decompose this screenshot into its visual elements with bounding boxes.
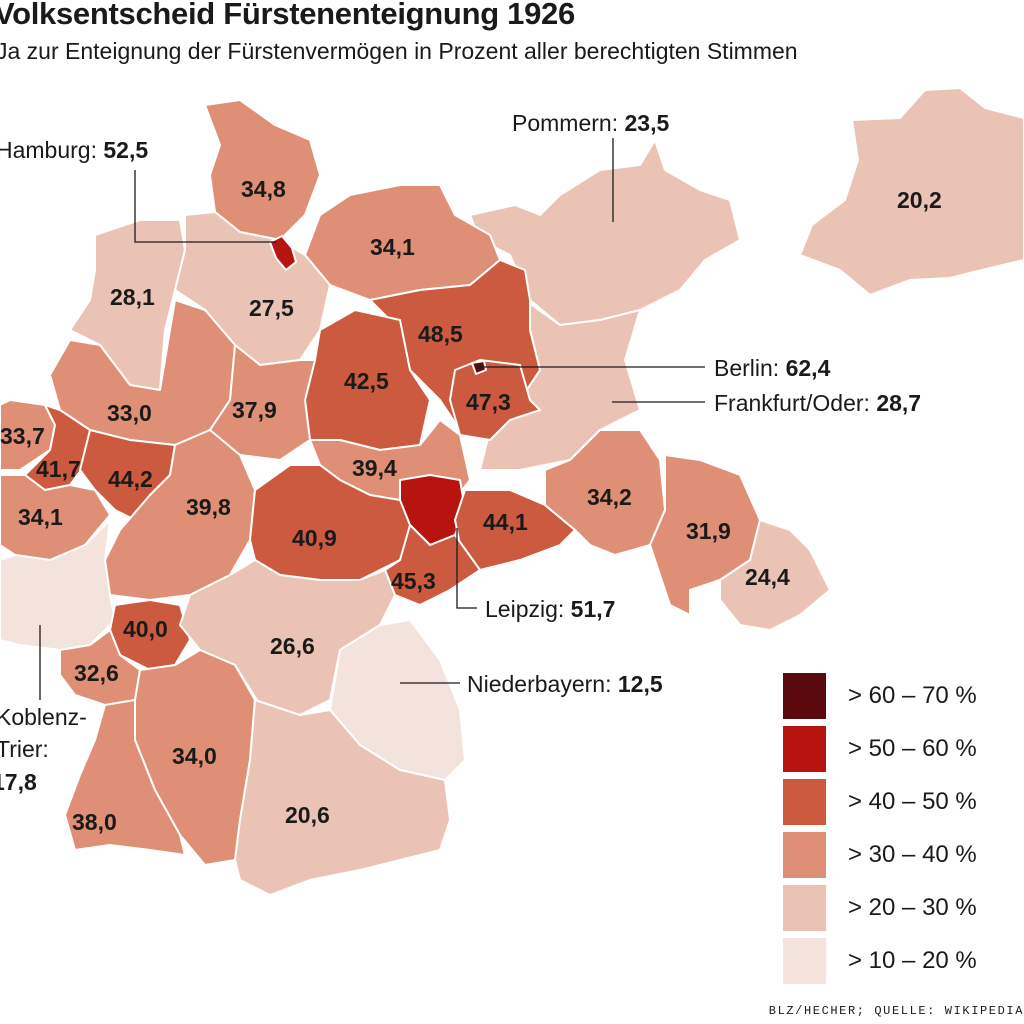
value-koeln-aachen: 34,1 [18,504,63,530]
callout-niederbayern-value: 12,5 [618,671,663,697]
legend-item: > 40 – 50 % [783,775,977,828]
callout-frankfurt: Frankfurt/Oder: 28,7 [714,390,921,416]
region-frankfurt-potsdam[interactable] [449,359,541,441]
legend-label: > 60 – 70 % [848,681,977,709]
value-thueringen: 40,9 [292,525,337,551]
value-oberbayern: 20,6 [285,802,330,828]
region-ostpreussen[interactable] [799,87,1024,296]
region-value-labels: 34,8 34,1 20,2 28,1 27,5 48,5 42,5 47,3 … [0,176,942,835]
map-title: Volksentscheid Fürstenenteignung 1926 [0,0,575,31]
value-ostpreussen: 20,2 [897,187,942,213]
callout-koblenz-value: 17,8 [0,769,37,795]
value-hannover-ost: 27,5 [249,295,294,321]
legend: > 60 – 70 % > 50 – 60 % > 40 – 50 % > 30… [783,669,977,987]
value-hannover-sued: 37,9 [232,397,277,423]
callout-koblenz-line1: Koblenz- [0,704,87,730]
region-oppeln[interactable] [719,519,831,631]
legend-swatch [783,778,826,825]
legend-item: > 50 – 60 % [783,722,977,775]
callout-leipzig-value: 51,7 [571,596,616,622]
region-hessen-nassau[interactable] [104,429,256,601]
callout-koblenz-line2: Trier: [0,736,49,762]
callout-frankfurt-value: 28,7 [876,390,921,416]
value-baden: 38,0 [72,809,117,835]
callout-berlin-name: Berlin: [714,355,786,381]
value-mecklenburg: 34,1 [370,234,415,260]
legend-swatch [783,672,826,719]
value-westfalen-sued: 44,2 [108,466,153,492]
legend-swatch [783,725,826,772]
callout-niederbayern-name: Niederbayern: [467,671,618,697]
value-potsdam: 48,5 [418,321,463,347]
legend-label: > 30 – 40 % [848,840,977,868]
region-koblenz-trier[interactable] [0,519,116,651]
legend-item: > 60 – 70 % [783,669,977,722]
value-merseburg: 39,4 [352,455,397,481]
value-weser-ems: 28,1 [110,284,155,310]
value-liegnitz: 34,2 [587,484,632,510]
callout-berlin-value: 62,4 [786,355,831,381]
region-oberbayern[interactable] [234,699,451,896]
value-oppeln: 24,4 [745,564,790,590]
region-chemnitz[interactable] [384,524,481,606]
region-schleswig[interactable] [204,99,321,241]
value-hessen-darmstadt: 40,0 [123,616,168,642]
callout-leipzig: Leipzig: 51,7 [485,596,615,622]
value-breslau: 31,9 [686,518,731,544]
callout-pommern-value: 23,5 [624,110,669,136]
value-schleswig: 34,8 [241,176,286,202]
region-pommern[interactable] [469,139,741,326]
legend-label: > 10 – 20 % [848,946,977,974]
callout-leipzig-name: Leipzig: [485,596,571,622]
region-hamburg[interactable] [269,235,297,271]
legend-item: > 30 – 40 % [783,828,977,881]
source-credit: BLZ/HECHER; QUELLE: WIKIPEDIA [768,1004,1024,1018]
callout-pommern: Pommern: 23,5 [512,110,669,136]
value-hessen-nassau: 39,8 [186,494,231,520]
legend-item: > 10 – 20 % [783,934,977,987]
region-baden[interactable] [64,699,186,856]
callout-hamburg-name: Hamburg: [0,137,103,163]
legend-label: > 20 – 30 % [848,893,977,921]
callout-niederbayern: Niederbayern: 12,5 [467,671,663,697]
region-koeln-aachen[interactable] [0,474,111,561]
value-chemnitz: 45,3 [391,568,436,594]
legend-item: > 20 – 30 % [783,881,977,934]
region-breslau[interactable] [649,454,761,616]
callout-hamburg-value: 52,5 [103,137,148,163]
value-franken: 26,6 [270,633,315,659]
legend-swatch [783,831,826,878]
value-pfalz: 32,6 [74,660,119,686]
value-frankfurt-potsdam: 47,3 [466,389,511,415]
leader-hamburg [134,170,276,243]
callout-hamburg: Hamburg: 52,5 [0,137,148,163]
leader-leipzig [456,528,477,609]
value-magdeburg: 42,5 [344,368,389,394]
legend-label: > 40 – 50 % [848,787,977,815]
legend-swatch [783,884,826,931]
map-subtitle: Ja zur Enteignung der Fürstenvermögen in… [0,38,798,64]
value-wuerttemberg: 34,0 [172,743,217,769]
legend-label: > 50 – 60 % [848,734,977,762]
legend-swatch [783,937,826,984]
value-westfalen-nord: 33,0 [107,400,152,426]
value-duesseldorf-west: 33,7 [0,423,45,449]
value-duesseldorf-ost: 41,7 [36,456,81,482]
value-dresden: 44,1 [483,509,528,535]
callout-pommern-name: Pommern: [512,110,624,136]
callout-berlin: Berlin: 62,4 [714,355,831,381]
callout-frankfurt-name: Frankfurt/Oder: [714,390,876,416]
region-hannover-sued[interactable] [209,344,316,461]
